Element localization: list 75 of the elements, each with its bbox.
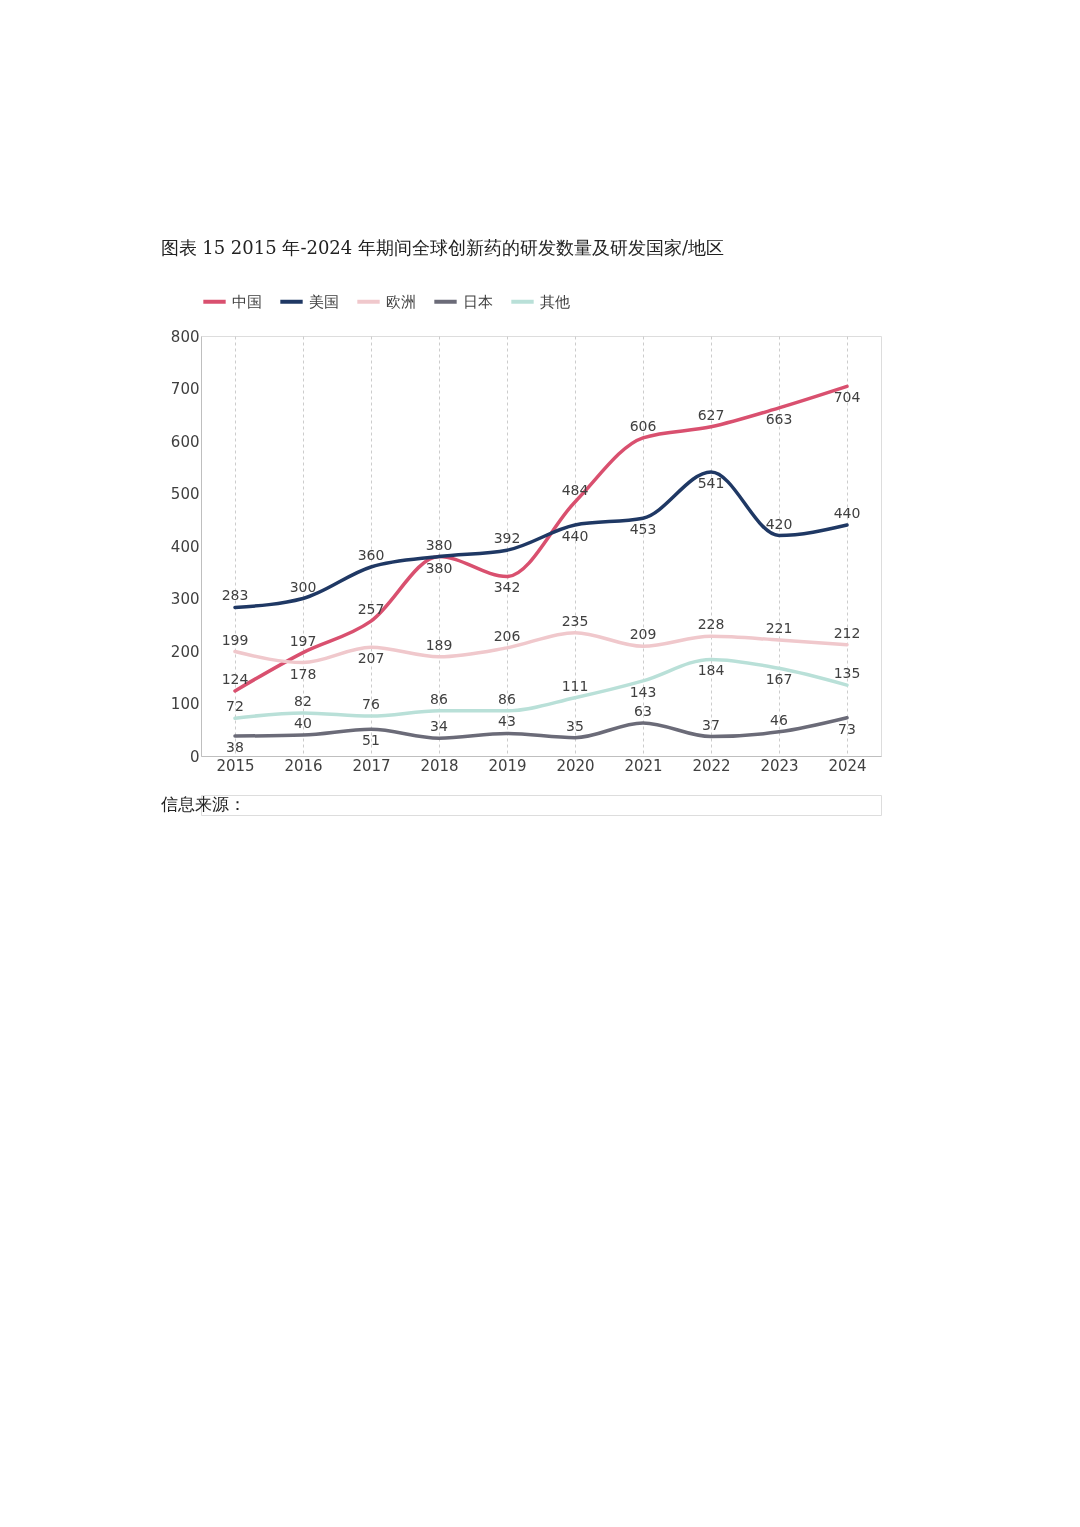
data-label: 40 [294, 715, 312, 731]
y-tick-label: 100 [170, 695, 200, 713]
data-label: 663 [765, 410, 793, 427]
y-tick-label: 400 [170, 537, 200, 556]
data-label: 73 [838, 720, 856, 737]
x-tick-label: 2018 [420, 756, 459, 775]
data-label: 199 [221, 631, 249, 648]
data-label: 627 [697, 406, 725, 423]
y-tick-label: 600 [170, 432, 200, 451]
data-label: 541 [697, 474, 725, 491]
x-tick-label: 2016 [284, 756, 323, 775]
data-label: 76 [362, 696, 380, 713]
data-label: 197 [289, 632, 317, 649]
x-tick-label: 2020 [556, 756, 595, 775]
data-label: 257 [357, 601, 385, 618]
data-label: 135 [833, 665, 861, 682]
data-label: 124 [221, 670, 249, 687]
data-label: 46 [770, 711, 788, 728]
chart-title: 图表 15 2015 年-2024 年期间全球创新药的研发数量及研发国家/地区 [160, 237, 725, 258]
data-label: 72 [226, 698, 244, 715]
data-label: 143 [629, 683, 657, 700]
data-label: 342 [493, 579, 521, 596]
x-tick-label: 2022 [692, 756, 731, 775]
y-tick-label: 0 [189, 747, 200, 766]
data-label: 380 [425, 559, 453, 576]
data-label: 206 [493, 627, 521, 644]
data-label: 86 [430, 690, 448, 707]
data-label: 37 [702, 716, 720, 733]
data-label: 300 [289, 578, 317, 595]
data-label: 35 [566, 717, 584, 734]
data-label: 212 [833, 624, 861, 641]
data-label: 228 [697, 616, 725, 633]
data-label: 392 [493, 530, 521, 547]
y-tick-label: 700 [170, 380, 200, 398]
text: 信息来源： [161, 794, 246, 814]
data-label: 440 [561, 528, 589, 544]
x-tick-label: 2024 [828, 756, 867, 775]
data-label: 82 [294, 692, 312, 709]
x-tick-label: 2019 [488, 756, 527, 775]
data-label: 380 [425, 536, 453, 553]
data-label: 51 [362, 732, 380, 749]
data-label: 207 [357, 650, 385, 667]
legend-label: 日本 [463, 292, 493, 311]
data-label: 420 [765, 515, 793, 532]
data-label: 283 [221, 587, 249, 604]
data-label: 606 [629, 417, 657, 434]
x-tick-label: 2017 [352, 756, 391, 775]
data-label: 167 [765, 671, 793, 688]
x-tick-label: 2021 [624, 756, 663, 775]
data-label: 440 [833, 505, 861, 521]
legend-label: 欧洲 [386, 292, 416, 311]
data-label: 360 [357, 547, 385, 563]
x-tick-label: 2023 [760, 756, 799, 775]
data-label: 704 [833, 389, 861, 406]
data-label: 86 [498, 690, 516, 707]
data-label: 111 [561, 677, 589, 694]
data-label: 189 [425, 636, 453, 653]
data-label: 43 [498, 713, 516, 730]
data-label: 209 [629, 626, 657, 643]
data-label: 34 [430, 718, 448, 735]
y-tick-label: 800 [170, 327, 200, 346]
legend-label: 美国 [309, 292, 339, 311]
data-label: 178 [289, 665, 317, 682]
data-label: 38 [226, 739, 244, 756]
data-label: 63 [634, 702, 652, 719]
legend-label: 中国 [232, 292, 262, 311]
data-label: 221 [765, 619, 793, 636]
y-tick-label: 500 [170, 485, 200, 503]
legend-label: 其他 [540, 292, 570, 311]
data-label: 184 [697, 662, 725, 679]
y-tick-label: 300 [170, 590, 200, 608]
y-tick-label: 200 [170, 642, 200, 661]
data-label: 235 [561, 612, 589, 629]
x-tick-label: 2015 [216, 756, 255, 775]
data-label: 453 [629, 521, 657, 538]
